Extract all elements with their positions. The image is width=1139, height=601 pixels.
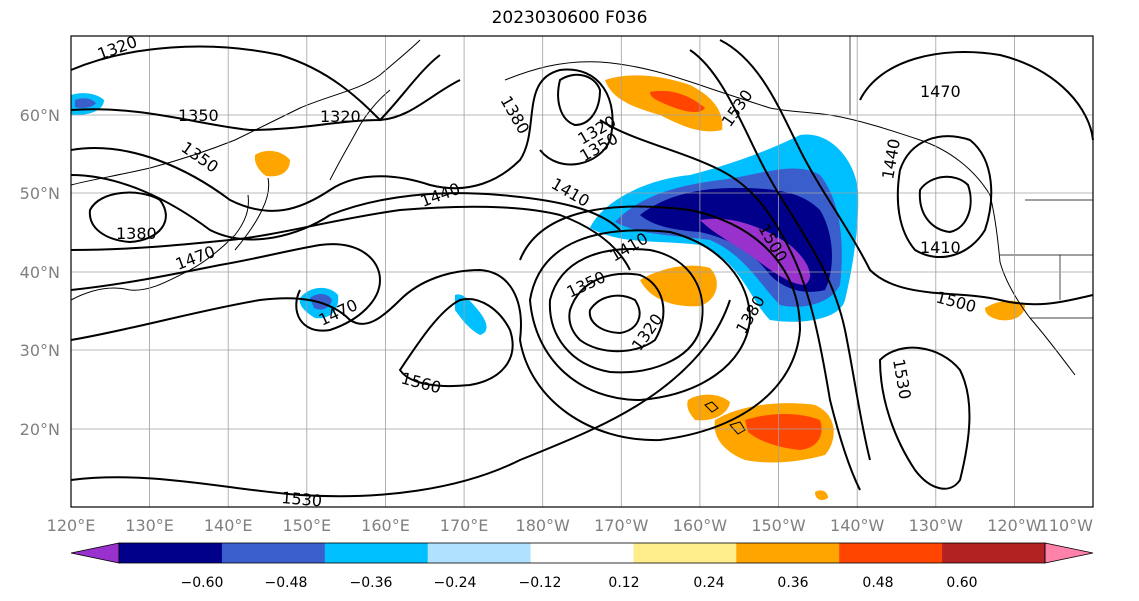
colorbar-label: −0.12 (519, 575, 562, 591)
lon-label: 140°E (204, 516, 253, 535)
lat-label: 20°N (20, 420, 60, 439)
positive-anomaly-alaska (605, 75, 723, 132)
lon-label: 180°W (516, 516, 571, 535)
contour-1380-nw (88, 191, 167, 244)
positive-anomaly-hawaii-core (745, 414, 822, 450)
lon-label: 120°E (47, 516, 96, 535)
contour-1350-north (70, 79, 461, 132)
colorbar-label: 0.24 (693, 575, 724, 591)
colorbar (70, 542, 1094, 564)
lon-label: 170°W (594, 516, 649, 535)
lon-label: 130°E (125, 516, 174, 535)
colorbar-swatch (119, 543, 223, 563)
contour-label: 1470 (920, 82, 961, 101)
borders (849, 36, 1093, 319)
shaded-fields (71, 75, 1025, 500)
lon-label: 150°W (751, 516, 806, 535)
lat-label: 40°N (20, 263, 60, 282)
contour-1560 (398, 298, 514, 388)
colorbar-extension-high (1044, 542, 1094, 564)
height-contours (70, 39, 1094, 498)
contour-trough (599, 119, 861, 491)
contour-high-east (896, 135, 993, 259)
contour-1320-north (70, 45, 441, 122)
contour-low-2 (568, 272, 665, 353)
colorbar-swatch (942, 543, 1046, 563)
positive-anomaly-alaska-core (650, 90, 705, 113)
colorbar-swatch (633, 543, 737, 563)
colorbar-swatch (324, 543, 429, 563)
lon-label: 130°W (909, 516, 964, 535)
negative-anomaly-island (455, 294, 487, 335)
colorbar-outline (118, 542, 1046, 564)
contour-label: 1350 (178, 106, 219, 125)
lon-label: 120°W (987, 516, 1042, 535)
coastline-alaska (504, 61, 991, 196)
lon-label: 110°W (1039, 516, 1094, 535)
contour-label: 1320 (320, 107, 361, 126)
coastline-asia (70, 39, 421, 186)
colorbar-swatch (736, 543, 840, 563)
positive-anomaly-california (985, 300, 1025, 321)
contour-1530-east (878, 346, 971, 490)
colorbar-label: 0.36 (777, 575, 808, 591)
contour-ridge-2 (719, 39, 1094, 306)
contour-label: 1380 (116, 224, 157, 243)
contour-1560-nw (557, 73, 602, 127)
longitude-labels: 120°E 130°E 140°E 150°E 160°E 170°E 180°… (47, 516, 1094, 535)
contour-1470-west (70, 243, 382, 332)
map-area (71, 36, 1093, 507)
contour-low-3 (548, 248, 704, 374)
latitude-labels: 60°N 50°N 40°N 30°N 20°N (20, 106, 60, 439)
lon-label: 140°W (830, 516, 885, 535)
lon-label: 160°E (361, 516, 410, 535)
contour-low-4 (528, 229, 752, 402)
positive-anomaly-mid (640, 265, 717, 307)
coastline-hawaii (704, 401, 746, 435)
map-title: 2023030600 F036 (491, 8, 648, 28)
contour-1380-ring (70, 68, 614, 212)
map-frame (70, 35, 1094, 508)
lat-label: 50°N (20, 184, 60, 203)
coastline-na-west (989, 194, 1076, 376)
contour-low-5 (519, 205, 802, 442)
colorbar-label: 0.48 (862, 575, 893, 591)
lon-label: 150°E (282, 516, 331, 535)
contour-low-1 (588, 294, 641, 335)
colorbar-labels: −0.60 −0.48 −0.36 −0.24 −0.12 0.12 0.24 … (181, 575, 978, 591)
colorbar-swatch (839, 543, 943, 563)
contour-1440 (70, 205, 631, 271)
colorbar-extension-low (70, 542, 120, 564)
colorbar-label: −0.60 (181, 575, 224, 591)
lat-label: 30°N (20, 341, 60, 360)
colorbar-label: 0.12 (608, 575, 639, 591)
contour-high-east-inner (918, 175, 972, 234)
negative-anomaly-nw-core (75, 98, 96, 108)
colorbar-label: −0.36 (350, 575, 393, 591)
contour-1410 (70, 174, 621, 241)
lat-label: 60°N (20, 106, 60, 125)
colorbar-swatch (221, 543, 326, 563)
contour-label: 1530 (281, 488, 323, 510)
colorbar-label: −0.48 (265, 575, 308, 591)
colorbar-swatch (427, 543, 532, 563)
lon-label: 170°E (440, 516, 489, 535)
positive-anomaly-japan (254, 150, 290, 177)
positive-anomaly-hawaii-west (687, 394, 730, 421)
contour-1470-east (859, 51, 1094, 141)
contour-1530 (70, 299, 731, 498)
contour-label: 1410 (920, 238, 961, 257)
coastline-kamchatka (329, 89, 391, 181)
contour-ridge-1 (689, 49, 871, 461)
positive-anomaly-small (815, 490, 828, 500)
colorbar-swatch (530, 543, 634, 563)
colorbar-label: −0.24 (434, 575, 477, 591)
contour-1500 (70, 268, 522, 341)
lon-label: 160°W (673, 516, 728, 535)
colorbar-label: 0.60 (946, 575, 977, 591)
